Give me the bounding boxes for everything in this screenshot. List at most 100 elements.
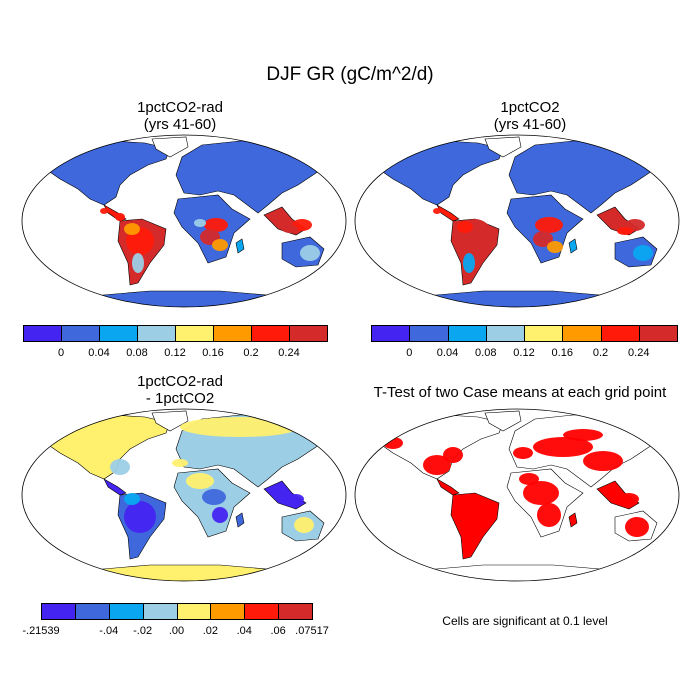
field-patch (204, 218, 228, 232)
map-panel-3 (21, 408, 347, 582)
landmass-greenland (151, 410, 189, 432)
colorbar-tick-label: -.21539 (22, 625, 60, 637)
colorbar-swatch (74, 603, 110, 620)
landmass-greenland (151, 136, 189, 158)
colorbar-swatch (108, 603, 144, 620)
field-patch (633, 245, 653, 261)
field-patch (563, 429, 603, 441)
colorbar-swatch (485, 325, 525, 342)
colorbar-tick-label: 0.12 (513, 347, 535, 359)
field-patch (194, 219, 206, 227)
colorbar-swatch (289, 325, 328, 342)
colorbar-swatch (638, 325, 678, 342)
colorbar-tick-label: 0 (406, 347, 413, 359)
landmass-madagascar (568, 512, 578, 528)
colorbar-tick-label: -.04 (99, 625, 119, 637)
map-border (21, 408, 347, 582)
field-patch (537, 503, 561, 527)
colorbar-tick-label: 0.24 (278, 347, 300, 359)
landmass-southAmerica (450, 492, 500, 560)
field-patch (282, 225, 298, 233)
field-patch (423, 455, 451, 475)
field-patch (535, 217, 563, 233)
map-border (21, 134, 347, 308)
field-patch (523, 481, 559, 505)
panel-1-title-line2: (yrs 41-60) (143, 116, 217, 133)
landmass-nz (333, 538, 341, 548)
colorbar-swatch (251, 325, 290, 342)
colorbar-3: -.21539 -.04 -.02 .00 .02 .04 .06 .07517 (22, 603, 329, 643)
field-patch (533, 231, 553, 247)
field-patch (513, 447, 533, 459)
colorbar-tick-label: 0.04 (436, 347, 459, 359)
landmass-nz (666, 264, 674, 274)
field-patch (124, 493, 140, 505)
map-panel-2 (354, 134, 680, 308)
field-patch (172, 459, 188, 467)
colorbar-tick-label: 0.12 (164, 347, 186, 359)
map-border (354, 134, 680, 308)
colorbar-swatch (371, 325, 411, 342)
panel-1-title: 1pctCO2-rad (yrs 41-60) (55, 99, 305, 133)
field-patch (110, 459, 130, 475)
landmass-greenland (484, 410, 522, 432)
panel-3-title-line1: 1pctCO2-rad (137, 373, 223, 390)
field-patch (617, 227, 633, 235)
panel-3-title-line2: - 1pctCO2 (145, 390, 215, 407)
colorbar-swatch (278, 603, 313, 620)
figure-title: DJF GR (gC/m^2/d) (266, 64, 434, 85)
field-patch (132, 253, 144, 273)
field-patch (124, 501, 156, 533)
colorbar-swatch (137, 325, 176, 342)
colorbar-swatch (213, 325, 252, 342)
colorbar-swatch (244, 603, 280, 620)
colorbar-tick-label: .00 (168, 625, 185, 637)
field-patch (212, 507, 228, 523)
field-patch (619, 493, 639, 505)
field-patch (533, 437, 593, 457)
landmass-madagascar (235, 512, 245, 528)
colorbar-swatch (23, 325, 62, 342)
landmass-centralAm (103, 478, 127, 496)
field-patch (625, 517, 649, 537)
colorbar-swatch (142, 603, 178, 620)
colorbar-tick-label: 0.08 (126, 347, 148, 359)
landmass-madagascar (235, 238, 245, 254)
colorbar-swatch (61, 325, 100, 342)
map-panel-1 (21, 134, 347, 308)
colorbar-2: 0 0.04 0.08 0.12 0.16 0.2 0.24 (371, 325, 678, 365)
field-patch (186, 473, 214, 489)
colorbar-tick-label: 0.24 (628, 347, 650, 359)
colorbar-swatch (447, 325, 487, 342)
panel-4-title: T-Test of two Case means at each grid po… (340, 384, 700, 401)
field-patch (40, 423, 120, 451)
colorbar-1: 0 0.04 0.08 0.12 0.16 0.2 0.24 (23, 325, 328, 365)
landmass-centralAm (436, 478, 460, 496)
colorbar-tick-label: .07517 (295, 625, 329, 637)
panel-2-title-line1: 1pctCO2 (500, 99, 560, 116)
landmass-nz (333, 264, 341, 274)
panel-2-title: 1pctCO2 (yrs 41-60) (405, 99, 655, 133)
colorbar-tick-label: 0.08 (475, 347, 497, 359)
field-patch (294, 517, 314, 533)
panel-3-title: 1pctCO2-rad - 1pctCO2 (55, 373, 305, 407)
colorbar-tick-label: .04 (236, 625, 252, 637)
field-patch (212, 239, 228, 251)
colorbar-swatch (41, 603, 76, 620)
field-patch (433, 208, 441, 214)
colorbar-tick-label: .02 (202, 625, 219, 637)
field-patch (383, 437, 403, 449)
colorbar-tick-label: 0 (57, 347, 65, 359)
colorbar-swatch (524, 325, 564, 342)
field-patch (300, 245, 320, 261)
colorbar-tick-label: 0.16 (551, 347, 573, 359)
field-patch (547, 241, 563, 253)
colorbar-swatch (562, 325, 602, 342)
field-patch (457, 221, 473, 233)
colorbar-tick-label: 0.04 (88, 347, 110, 359)
field-patch (202, 489, 226, 505)
field-patch (250, 437, 290, 457)
field-patch (180, 417, 300, 437)
map-border (354, 408, 680, 582)
colorbar-swatch (409, 325, 449, 342)
